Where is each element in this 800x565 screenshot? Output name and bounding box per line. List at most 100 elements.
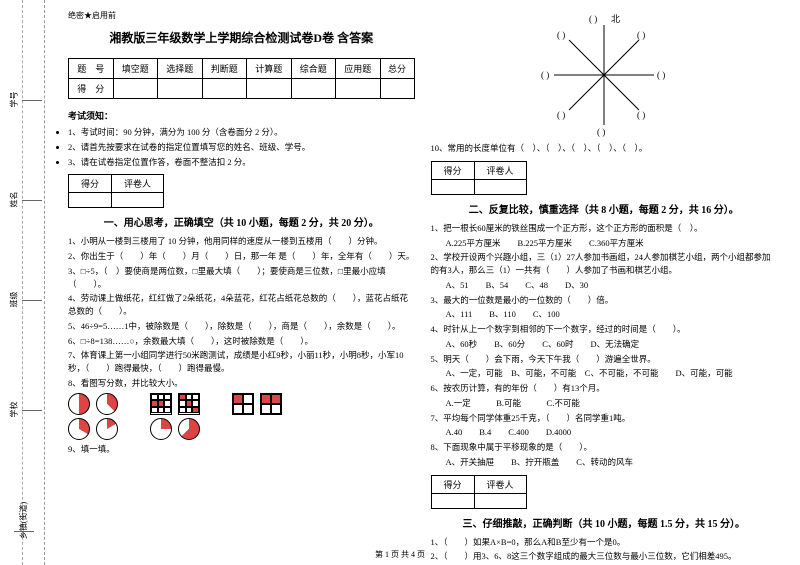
- choice-q3-opts: A、111 B、110 C、100: [431, 308, 778, 321]
- svg-text:( ): ( ): [637, 110, 645, 120]
- section-scorebox: 得分评卷人: [68, 174, 164, 208]
- margin-label-township: 乡镇(街道): [4, 515, 44, 535]
- choice-q1-opts: A.225平方厘米 B.225平方厘米 C.360平方厘米: [431, 237, 778, 250]
- td-blank: [380, 79, 414, 99]
- sb-score: 得分: [431, 161, 474, 179]
- circle-half-icon: [68, 393, 90, 415]
- td-blank: [113, 79, 158, 99]
- choice-q3: 3、最大的一位数是最小的一位数的（ ）倍。: [431, 294, 778, 307]
- th-comp: 综合题: [291, 59, 336, 79]
- th-choice: 选择题: [158, 59, 203, 79]
- exam-title: 湘教版三年级数学上学期综合检测试卷D卷 含答案: [68, 29, 415, 46]
- sb-blank: [474, 493, 526, 508]
- th-judge: 判断题: [202, 59, 247, 79]
- fill-q7: 7、体育课上第一小组同学进行50米跑测试，成绩是小红9秒，小丽11秒，小明8秒，…: [68, 349, 415, 375]
- section-scorebox: 得分评卷人: [431, 475, 527, 509]
- choice-q6-opts: A.一定 B.可能 C.不可能: [431, 397, 778, 410]
- notice-title: 考试须知：: [68, 109, 415, 122]
- td-blank: [202, 79, 247, 99]
- shapes-row-1: [68, 393, 415, 415]
- sb-score: 得分: [69, 175, 112, 193]
- section-3-title: 三、仔细推敲，正确判断（共 10 小题，每题 1.5 分，共 15 分）。: [431, 515, 778, 530]
- fill-q5: 5、46÷9=5……1中，被除数是（ ），除数是（ ），商是（ ），余数是（ ）…: [68, 320, 415, 333]
- margin-label-school: 学校: [4, 404, 44, 415]
- td-blank: [247, 79, 292, 99]
- choice-q4: 4、时针从上一个数字到相邻的下一个数字，经过的时间是（ ）。: [431, 323, 778, 336]
- section-1-title: 一、用心思考，正确填空（共 10 小题，每题 2 分，共 20 分）。: [68, 214, 415, 229]
- page-footer: 第 1 页 共 4 页: [0, 549, 800, 560]
- grid-3x3-icon: [178, 393, 200, 415]
- compass-diagram: ( )北 ( )( ) ( ) ( )( ) ( )( ): [529, 10, 679, 140]
- choice-q2-opts: A、51 B、54 C、48 D、30: [431, 279, 778, 292]
- section-scorebox: 得分评卷人: [431, 161, 527, 195]
- td-blank: [291, 79, 336, 99]
- sb-marker: 评卷人: [112, 175, 164, 193]
- grid-3x3-icon: [150, 393, 172, 415]
- th-total: 总分: [380, 59, 414, 79]
- th-num: 题 号: [69, 59, 114, 79]
- choice-q7-opts: A.40 B.4 C.400 D.4000: [431, 426, 778, 439]
- svg-text:( ): ( ): [657, 70, 665, 80]
- fill-q1: 1、小明从一楼到三楼用了 10 分钟，他用同样的速度从一楼到五楼用（ ）分钟。: [68, 235, 415, 248]
- grid-2x2-icon: [260, 393, 282, 415]
- binding-margin: 乡镇(街道) 学校 班级 姓名 学号: [0, 0, 45, 565]
- sb-marker: 评卷人: [474, 475, 526, 493]
- content-area: 绝密★启用前 湘教版三年级数学上学期综合检测试卷D卷 含答案 题 号 填空题 选…: [45, 0, 800, 565]
- td-score-label: 得 分: [69, 79, 114, 99]
- judge-q1: 1、（ ）如果A×B=0，那么A和B至少有一个是0。: [431, 536, 778, 549]
- notice-item: 1、考试时间：90 分钟，满分为 100 分（含卷面分 2 分）。: [68, 126, 415, 139]
- choice-q2: 2、学校开设两个兴趣小组，三（1）27人参加书画组，24人参加棋艺小组，两个小组…: [431, 251, 778, 277]
- svg-text:( ): ( ): [557, 30, 565, 40]
- choice-q1: 1、把一根长60厘米的铁丝围成一个正方形，这个正方形的面积是（ ）。: [431, 222, 778, 235]
- north-label: 北: [611, 14, 620, 24]
- fill-q9: 9、填一填。: [68, 443, 415, 456]
- choice-q5: 5、明天（ ）会下雨，今天下午我（ ）游遍全世界。: [431, 353, 778, 366]
- choice-q4-opts: A、60秒 B、60分 C、60时 D、无法确定: [431, 338, 778, 351]
- secret-label: 绝密★启用前: [68, 10, 415, 21]
- svg-text:( ): ( ): [541, 70, 549, 80]
- notice-item: 3、请在试卷指定位置作答，卷面不整洁扣 2 分。: [68, 156, 415, 169]
- choice-q6: 6、按农历计算，有的年份（ ）有13个月。: [431, 382, 778, 395]
- margin-label-id: 学号: [4, 94, 44, 105]
- circle-5-8-icon: [178, 418, 200, 440]
- margin-label-name: 姓名: [4, 194, 44, 205]
- th-fill: 填空题: [113, 59, 158, 79]
- sb-blank: [69, 193, 112, 208]
- section-2-title: 二、反复比较，慎重选择（共 8 小题，每题 2 分，共 16 分）。: [431, 201, 778, 216]
- th-calc: 计算题: [247, 59, 292, 79]
- td-blank: [158, 79, 203, 99]
- shapes-row-2: [68, 418, 415, 440]
- choice-q8-opts: A、开关抽屉 B、拧开瓶盖 C、转动的风车: [431, 456, 778, 469]
- score-table: 题 号 填空题 选择题 判断题 计算题 综合题 应用题 总分 得 分: [68, 58, 415, 99]
- sb-blank: [431, 493, 474, 508]
- th-app: 应用题: [336, 59, 381, 79]
- fill-q8: 8、看图写分数，并比较大小。: [68, 377, 415, 390]
- dash-line: [22, 0, 23, 565]
- left-column: 绝密★启用前 湘教版三年级数学上学期综合检测试卷D卷 含答案 题 号 填空题 选…: [60, 10, 423, 555]
- score-header-row: 题 号 填空题 选择题 判断题 计算题 综合题 应用题 总分: [69, 59, 415, 79]
- choice-q5-opts: A、一定，可能 B、可能，不可能 C、不可能，不可能 D、可能，可能: [431, 367, 778, 380]
- sb-blank: [474, 179, 526, 194]
- choice-q8: 8、下面现象中属于平移现象的是（ ）。: [431, 441, 778, 454]
- right-column: ( )北 ( )( ) ( ) ( )( ) ( )( ) 10、常用的长度单位…: [423, 10, 786, 555]
- sb-blank: [112, 193, 164, 208]
- td-blank: [336, 79, 381, 99]
- circle-3q-icon: [96, 393, 118, 415]
- svg-text:( ): ( ): [637, 30, 645, 40]
- score-value-row: 得 分: [69, 79, 415, 99]
- notice-list: 1、考试时间：90 分钟，满分为 100 分（含卷面分 2 分）。 2、请首先按…: [68, 126, 415, 168]
- sb-marker: 评卷人: [474, 161, 526, 179]
- svg-text:( ): ( ): [557, 110, 565, 120]
- margin-label-class: 班级: [4, 294, 44, 305]
- fill-q2: 2、你出生于（ ）年（ ）月（ ）日，那一年 是（ ）年，全年有（ ）天。: [68, 250, 415, 263]
- choice-q7: 7、平均每个同学体重25千克，（ ）名同学重1吨。: [431, 412, 778, 425]
- circle-third-icon: [68, 418, 90, 440]
- fill-q6: 6、□÷8=138……○，余数最大填（ ），这时被除数是（ ）。: [68, 335, 415, 348]
- notice-item: 2、请首先按要求在试卷的指定位置填写您的姓名、班级、学号。: [68, 141, 415, 154]
- svg-text:( ): ( ): [597, 127, 605, 137]
- grid-2x2-icon: [232, 393, 254, 415]
- sb-blank: [431, 179, 474, 194]
- fill-q3: 3、□÷5，（ ）要使商是两位数，□里最大填（ ）；要使商是三位数，□里最小应填…: [68, 265, 415, 291]
- sb-score: 得分: [431, 475, 474, 493]
- circle-quarter-icon: [150, 418, 172, 440]
